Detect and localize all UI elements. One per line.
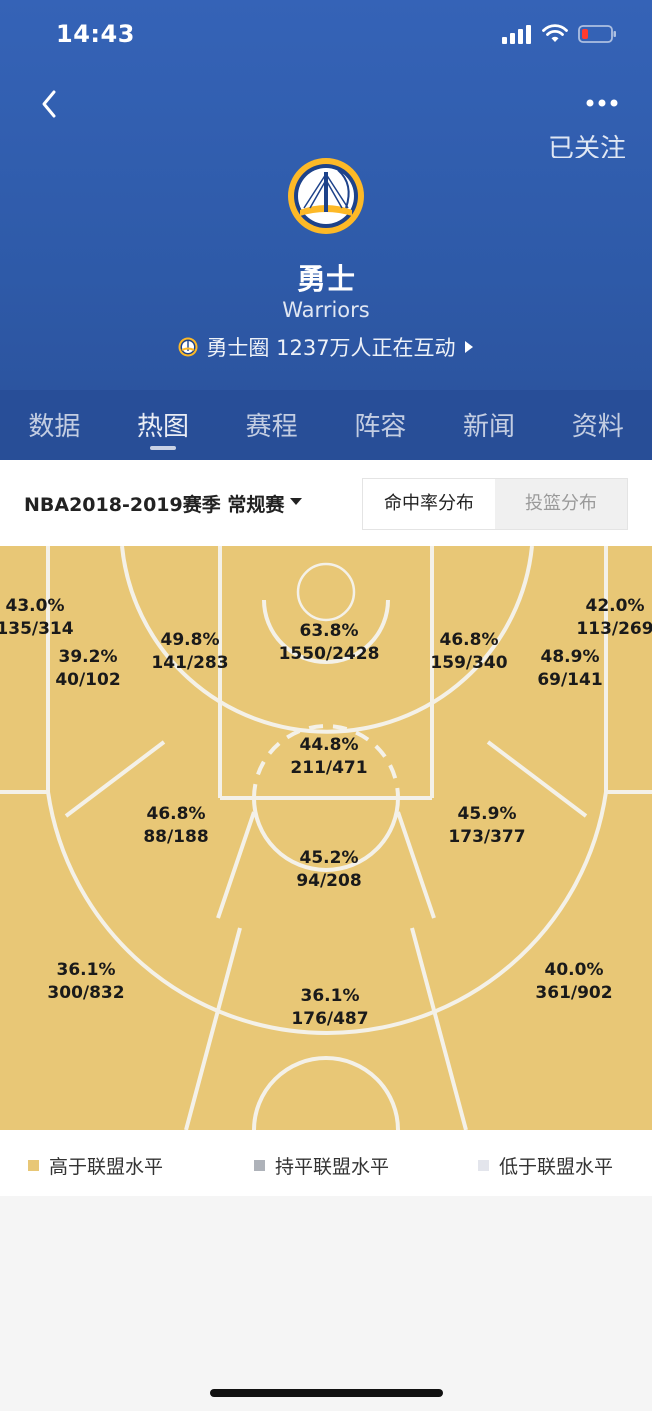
shot-distribution-toggle[interactable]: 投篮分布 xyxy=(495,479,627,529)
home-indicator[interactable] xyxy=(210,1389,443,1397)
legend-above-league: 高于联盟水平 xyxy=(28,1152,163,1179)
zone-paint-non-ra: 44.8% 211/471 xyxy=(290,735,368,778)
heatmap-legend: 高于联盟水平 持平联盟水平 低于联盟水平 xyxy=(0,1130,652,1196)
legend-swatch-above xyxy=(28,1160,39,1171)
zone-top-three: 36.1% 176/487 xyxy=(291,986,369,1029)
filter-bar: NBA2018-2019赛季 常规赛 命中率分布 投篮分布 xyxy=(0,460,652,546)
zone-left-wing-three: 36.1% 300/832 xyxy=(47,960,125,1003)
back-arrow-icon[interactable] xyxy=(32,82,72,126)
battery-icon xyxy=(578,25,616,43)
zone-restricted-area: 63.8% 1550/2428 xyxy=(278,621,380,664)
tab-heatmap[interactable]: 热图 xyxy=(109,390,218,460)
cellular-signal-icon xyxy=(502,25,531,44)
legend-equal-league: 持平联盟水平 xyxy=(254,1152,389,1179)
more-dots-icon[interactable] xyxy=(582,90,622,116)
zone-left-wing-mid: 46.8% 88/188 xyxy=(143,804,209,847)
tab-news[interactable]: 新闻 xyxy=(463,412,516,442)
team-header: 14:43 已关注 xyxy=(0,0,652,460)
fg-percentage-toggle[interactable]: 命中率分布 xyxy=(363,479,495,529)
season-selector[interactable]: NBA2018-2019赛季 常规赛 xyxy=(24,494,285,516)
status-time: 14:43 xyxy=(56,20,135,48)
zone-left-baseline-mid: 39.2% 40/102 xyxy=(55,647,121,690)
zone-top-key-mid: 45.2% 94/208 xyxy=(296,848,362,891)
warriors-logo xyxy=(288,158,364,234)
status-icons xyxy=(502,24,618,44)
tab-profile[interactable]: 资料 xyxy=(571,412,624,442)
follow-status-button[interactable]: 已关注 xyxy=(547,134,626,158)
zone-left-elbow-mid: 49.8% 141/283 xyxy=(151,630,229,673)
zone-right-wing-mid: 45.9% 173/377 xyxy=(448,804,526,847)
shot-heatmap-court: 43.0% 135/314 39.2% 40/102 49.8% 141/283… xyxy=(0,546,652,1130)
caret-down-icon[interactable] xyxy=(290,498,302,505)
legend-below-league: 低于联盟水平 xyxy=(478,1152,613,1179)
view-toggle: 命中率分布 投篮分布 xyxy=(362,478,628,530)
wifi-icon xyxy=(542,24,568,42)
zone-right-elbow-mid: 46.8% 159/340 xyxy=(430,630,508,673)
team-name-english: Warriors xyxy=(282,298,370,322)
zone-right-baseline-mid: 48.9% 69/141 xyxy=(537,647,603,690)
tab-schedule[interactable]: 赛程 xyxy=(245,412,298,442)
legend-swatch-below xyxy=(478,1160,489,1171)
court-lines xyxy=(0,546,652,1130)
status-bar: 14:43 xyxy=(0,0,652,72)
play-triangle-icon xyxy=(464,341,473,353)
zone-right-wing-three: 40.0% 361/902 xyxy=(535,960,613,1003)
team-name: 勇士 xyxy=(296,262,355,296)
community-link[interactable]: 勇士圈 1237万人正在互动 xyxy=(0,332,652,362)
zone-right-corner-three: 42.0% 113/269 xyxy=(576,596,652,639)
tab-roster[interactable]: 阵容 xyxy=(354,412,407,442)
zone-left-corner-three: 43.0% 135/314 xyxy=(0,596,74,639)
community-text: 勇士圈 1237万人正在互动 xyxy=(206,336,456,360)
legend-swatch-equal xyxy=(254,1160,265,1171)
warriors-small-logo-icon xyxy=(178,337,198,357)
tab-data[interactable]: 数据 xyxy=(28,412,81,442)
team-tabs: 数据 热图 赛程 阵容 新闻 资料 xyxy=(0,390,652,460)
tab-active-indicator xyxy=(150,446,176,450)
